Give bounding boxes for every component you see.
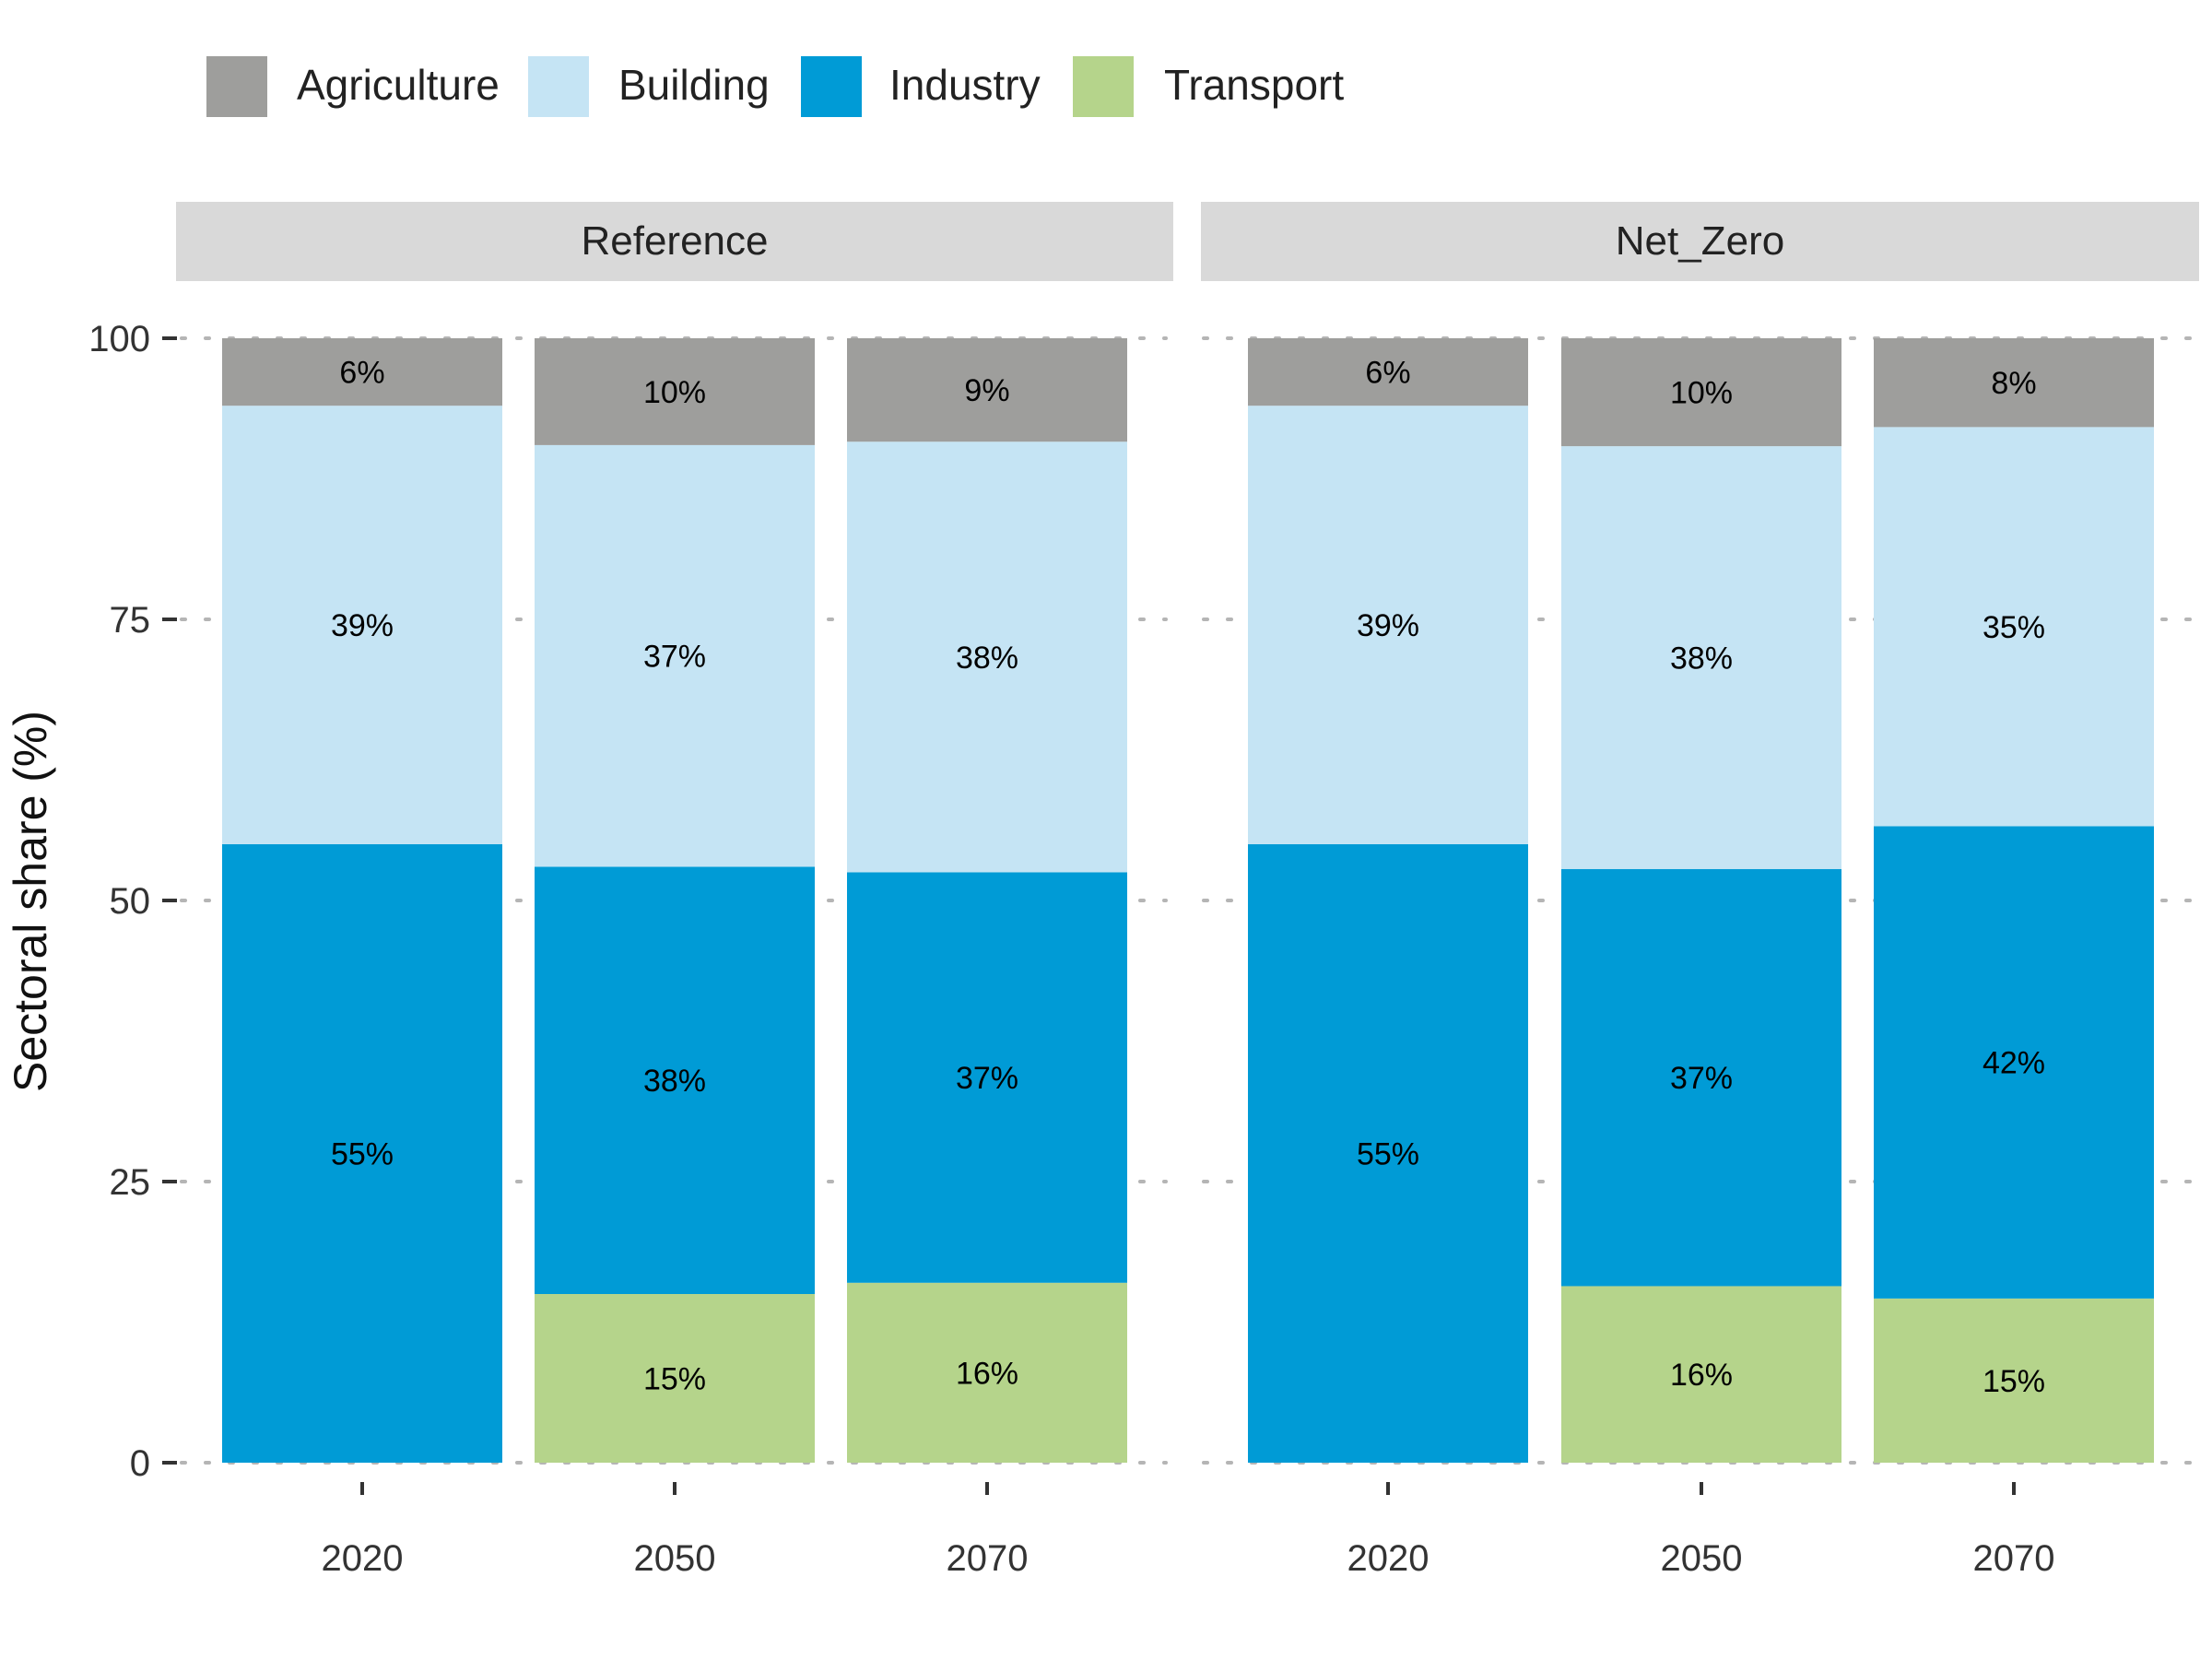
bar-label-reference-2050-industry: 38% <box>643 1064 706 1099</box>
legend-swatch-building <box>528 56 589 117</box>
bar-reference-2070-transport <box>847 1282 1127 1463</box>
bar-reference-2050-building <box>535 444 815 867</box>
bar-label-reference-2070-agriculture: 9% <box>964 373 1009 408</box>
facet-label-net-zero: Net_Zero <box>1616 218 1784 264</box>
bar-label-reference-2020-building: 39% <box>331 608 394 643</box>
bar-label-net-zero-2020-agriculture: 6% <box>1365 356 1410 391</box>
x-tick-label-reference-2070: 2070 <box>947 1538 1029 1579</box>
bar-label-net-zero-2020-building: 39% <box>1357 608 1419 643</box>
bar-reference-2050-industry <box>535 866 815 1294</box>
bar-label-net-zero-2070-building: 35% <box>1983 610 2045 645</box>
legend-label-building: Building <box>618 61 770 109</box>
bar-net-zero-2070-building <box>1874 427 2154 827</box>
y-axis-title: Sectoral share (%) <box>5 711 56 1092</box>
bar-label-reference-2050-transport: 15% <box>643 1362 706 1397</box>
bar-reference-2070-agriculture <box>847 338 1127 442</box>
bar-net-zero-2050-industry <box>1561 868 1841 1287</box>
facet-strip-reference <box>176 202 1173 281</box>
bar-reference-2050-agriculture <box>535 338 815 445</box>
y-tick-label-50: 50 <box>110 881 151 922</box>
bar-label-net-zero-2050-transport: 16% <box>1670 1358 1733 1393</box>
bar-net-zero-2020-industry <box>1248 844 1528 1463</box>
facet-strip-net-zero <box>1201 202 2199 281</box>
x-tick-label-reference-2020: 2020 <box>322 1538 404 1579</box>
bar-label-net-zero-2050-agriculture: 10% <box>1670 376 1733 411</box>
bar-label-net-zero-2070-transport: 15% <box>1983 1364 2045 1399</box>
bar-net-zero-2050-transport <box>1561 1286 1841 1463</box>
bar-label-reference-2070-industry: 37% <box>956 1061 1018 1096</box>
bar-reference-2070-industry <box>847 872 1127 1283</box>
y-tick-label-100: 100 <box>88 319 150 359</box>
legend-label-industry: Industry <box>889 61 1041 109</box>
legend-label-transport: Transport <box>1164 61 1344 109</box>
bar-net-zero-2050-agriculture <box>1561 338 1841 447</box>
bar-net-zero-2020-building <box>1248 406 1528 844</box>
facet-label-reference: Reference <box>581 218 768 264</box>
bar-label-net-zero-2070-industry: 42% <box>1983 1046 2045 1081</box>
x-tick-label-net-zero-2050: 2050 <box>1661 1538 1743 1579</box>
y-tick-label-0: 0 <box>130 1443 150 1484</box>
y-tick-label-75: 75 <box>110 600 151 641</box>
bar-label-net-zero-2070-agriculture: 8% <box>1991 366 2036 401</box>
bar-label-reference-2070-building: 38% <box>956 641 1018 676</box>
bar-net-zero-2070-industry <box>1874 826 2154 1299</box>
bar-net-zero-2070-transport <box>1874 1298 2154 1463</box>
bar-reference-2070-building <box>847 441 1127 873</box>
x-tick-label-reference-2050: 2050 <box>634 1538 716 1579</box>
bar-reference-2050-transport <box>535 1294 815 1463</box>
bar-label-net-zero-2050-industry: 37% <box>1670 1061 1733 1096</box>
bar-label-reference-2050-agriculture: 10% <box>643 375 706 410</box>
bar-net-zero-2070-agriculture <box>1874 338 2154 428</box>
x-tick-label-net-zero-2070: 2070 <box>1973 1538 2055 1579</box>
bar-net-zero-2050-building <box>1561 446 1841 869</box>
x-tick-label-net-zero-2020: 2020 <box>1347 1538 1430 1579</box>
bar-label-reference-2050-building: 37% <box>643 640 706 675</box>
bar-reference-2020-industry <box>222 844 502 1463</box>
bar-label-net-zero-2050-building: 38% <box>1670 641 1733 676</box>
legend-swatch-agriculture <box>206 56 267 117</box>
x-axis: 2020 2050 2070 2020 2050 2070 <box>322 1482 2055 1579</box>
facet-strips: Reference Net_Zero <box>176 202 2199 281</box>
bar-label-reference-2020-industry: 55% <box>331 1137 394 1172</box>
legend: Agriculture Building Industry Transport <box>206 56 1344 117</box>
bar-reference-2020-building <box>222 406 502 844</box>
plot-area: 55% 39% 6% 15% 38% 37% 10% 16% 37% 38% 9% 55% 39% 6% 1… <box>180 336 2194 1465</box>
legend-label-agriculture: Agriculture <box>297 61 500 109</box>
bar-label-reference-2020-agriculture: 6% <box>339 356 384 391</box>
legend-swatch-industry <box>801 56 862 117</box>
legend-swatch-transport <box>1073 56 1134 117</box>
y-axis: 0 25 50 75 100 <box>88 319 177 1484</box>
bar-reference-2020-agriculture <box>222 338 502 406</box>
y-tick-label-25: 25 <box>110 1162 151 1203</box>
bar-label-net-zero-2020-industry: 55% <box>1357 1137 1419 1172</box>
bar-net-zero-2020-agriculture <box>1248 338 1528 406</box>
bar-label-reference-2070-transport: 16% <box>956 1356 1018 1391</box>
